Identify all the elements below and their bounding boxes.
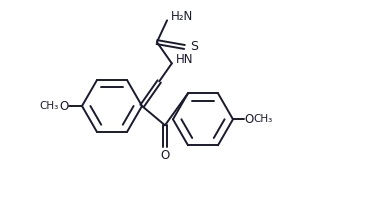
Text: CH₃: CH₃ bbox=[254, 114, 273, 124]
Text: HN: HN bbox=[176, 53, 193, 66]
Text: O: O bbox=[245, 113, 254, 126]
Text: O: O bbox=[59, 99, 69, 112]
Text: S: S bbox=[190, 41, 199, 54]
Text: O: O bbox=[160, 149, 170, 162]
Text: CH₃: CH₃ bbox=[39, 101, 58, 111]
Text: H₂N: H₂N bbox=[171, 10, 193, 23]
